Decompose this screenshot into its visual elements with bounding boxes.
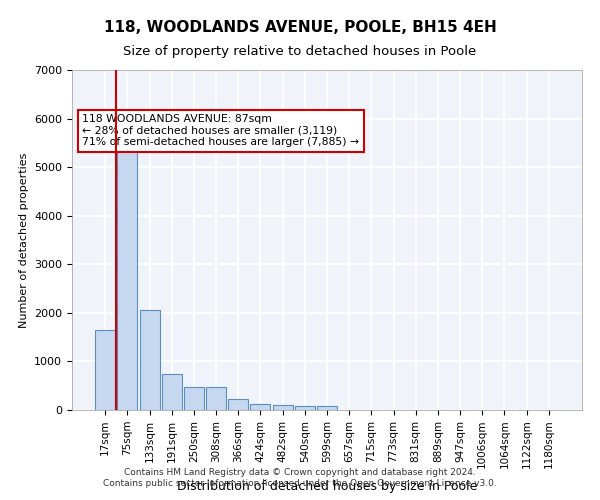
Bar bbox=[272, 405, 293, 410]
Bar bbox=[295, 406, 315, 410]
Text: Contains HM Land Registry data © Crown copyright and database right 2024.
Contai: Contains HM Land Registry data © Crown c… bbox=[103, 468, 497, 487]
Bar bbox=[140, 310, 160, 410]
Text: 118 WOODLANDS AVENUE: 87sqm
← 28% of detached houses are smaller (3,119)
71% of : 118 WOODLANDS AVENUE: 87sqm ← 28% of det… bbox=[82, 114, 359, 148]
Bar bbox=[162, 374, 182, 410]
Bar bbox=[317, 406, 337, 410]
Text: 118, WOODLANDS AVENUE, POOLE, BH15 4EH: 118, WOODLANDS AVENUE, POOLE, BH15 4EH bbox=[104, 20, 496, 35]
Bar bbox=[95, 330, 115, 410]
Y-axis label: Number of detached properties: Number of detached properties bbox=[19, 152, 29, 328]
Bar bbox=[206, 386, 226, 410]
Bar bbox=[118, 126, 137, 410]
Bar bbox=[250, 404, 271, 410]
Bar bbox=[184, 386, 204, 410]
X-axis label: Distribution of detached houses by size in Poole: Distribution of detached houses by size … bbox=[177, 480, 477, 492]
Text: Size of property relative to detached houses in Poole: Size of property relative to detached ho… bbox=[124, 45, 476, 58]
Bar bbox=[228, 400, 248, 410]
